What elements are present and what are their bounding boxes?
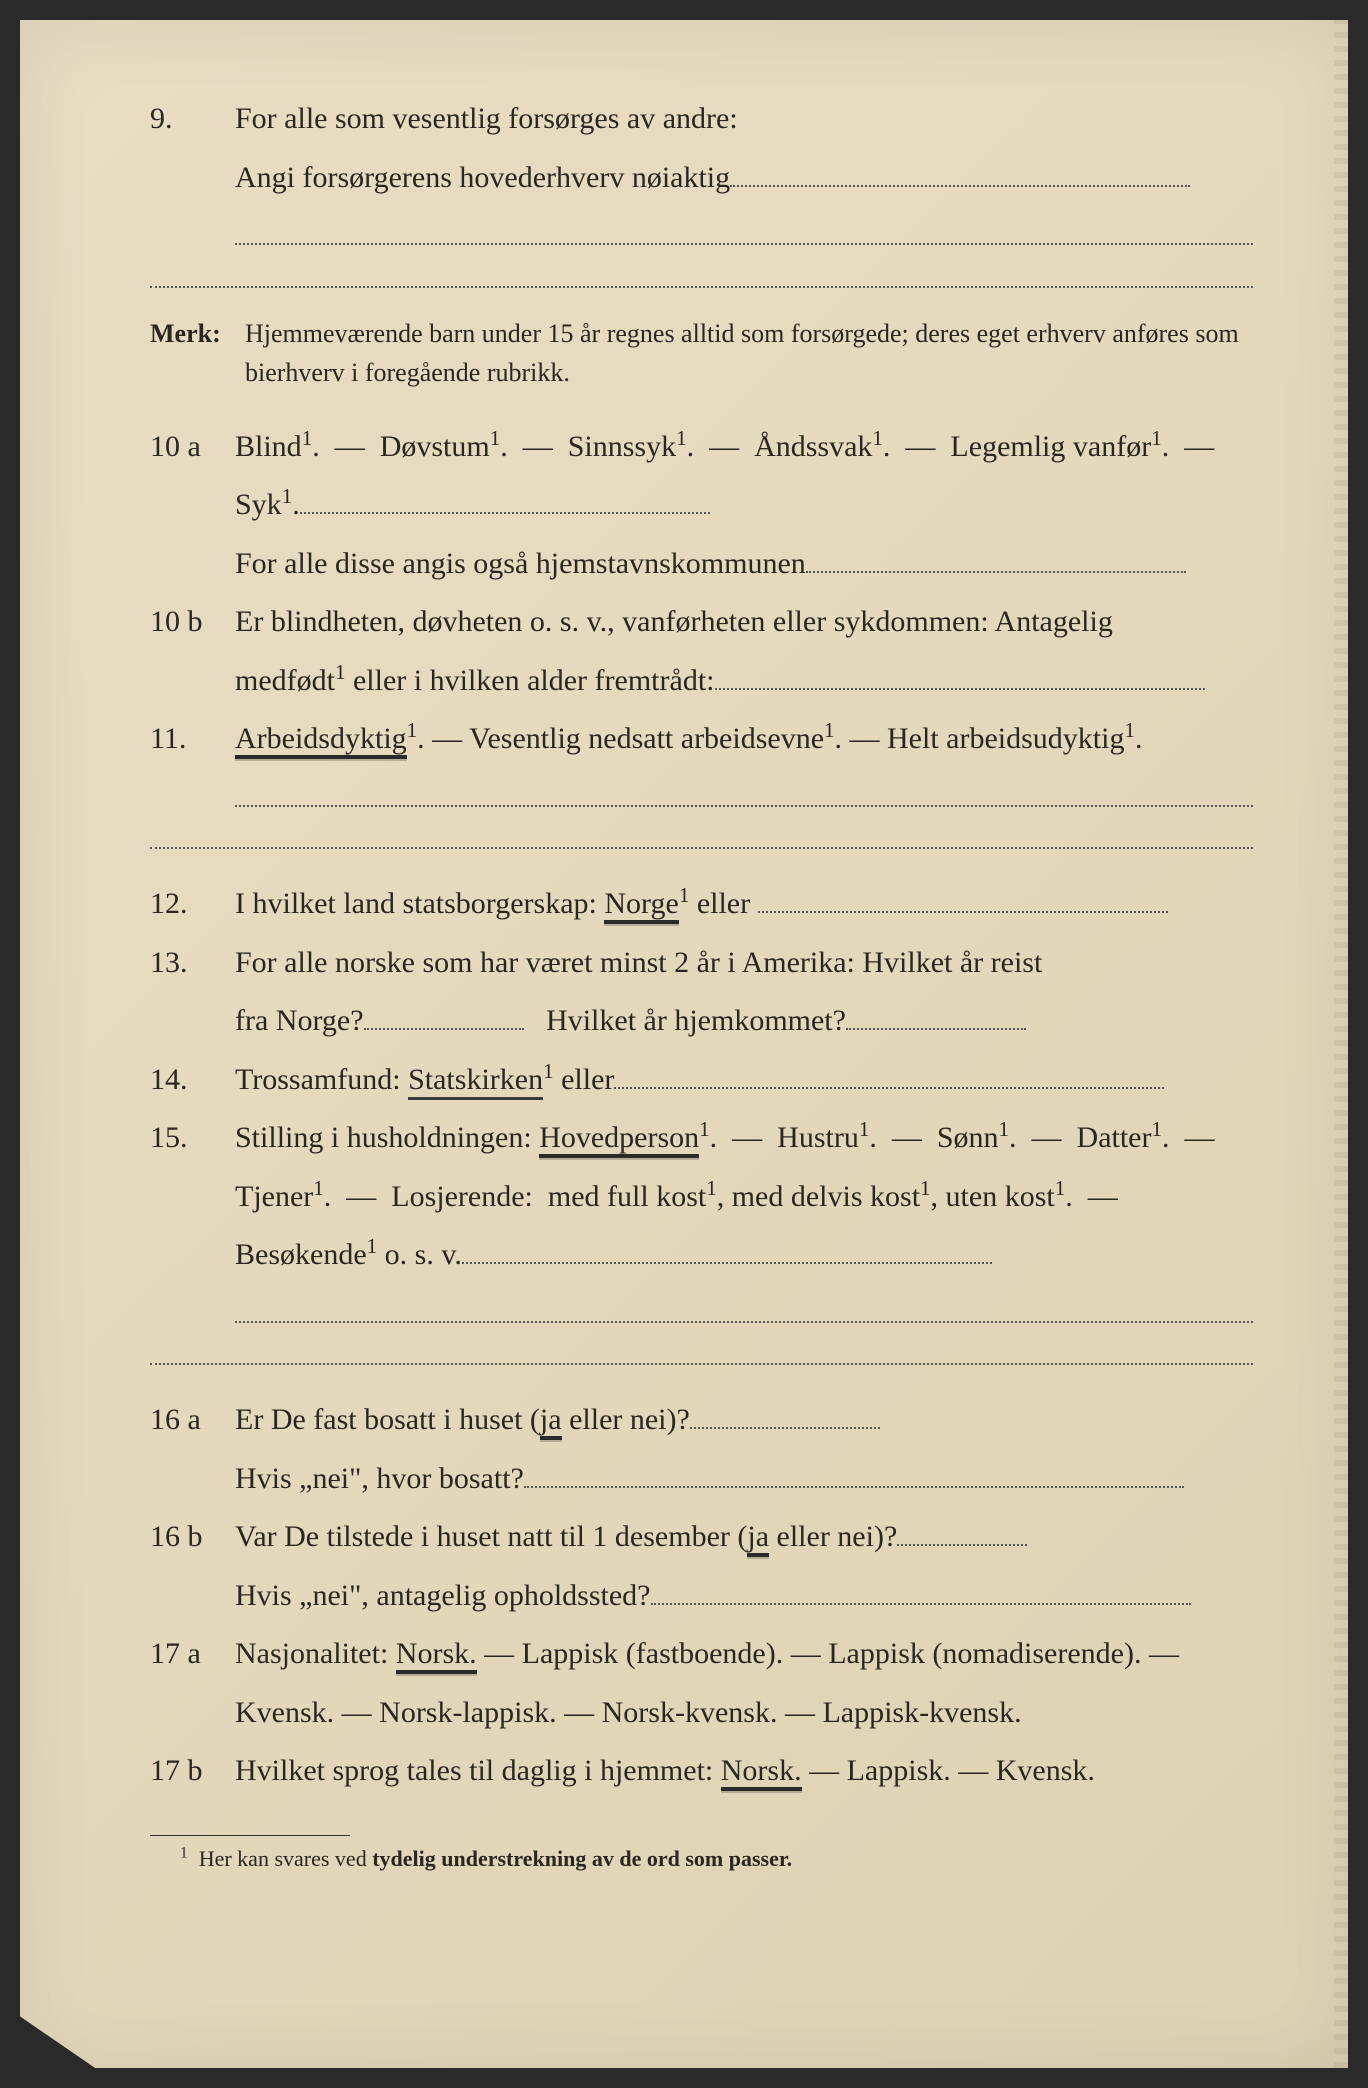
merk-label: Merk: bbox=[150, 314, 245, 392]
q14-prefix: Trossamfund: bbox=[235, 1063, 408, 1096]
question-17b: 17 b Hvilket sprog tales til daglig i hj… bbox=[150, 1742, 1253, 1801]
selected-option: Norge bbox=[604, 887, 678, 924]
item-body: For alle norske som har været minst 2 år… bbox=[235, 934, 1253, 1051]
q16a-pre: Er De fast bosatt i huset ( bbox=[235, 1403, 540, 1436]
q10b-line2b: eller i hvilken alder fremtrådt: bbox=[345, 664, 714, 697]
fill-line bbox=[235, 220, 1253, 246]
fill-line bbox=[846, 1005, 1026, 1031]
footnote-bold: tydelig understrekning av de ord som pas… bbox=[372, 1846, 792, 1871]
fill-line bbox=[651, 1579, 1191, 1605]
item-body: For alle som vesentlig forsørges av andr… bbox=[235, 90, 1253, 266]
q10b-line2a: medfødt bbox=[235, 664, 335, 697]
fill-line bbox=[758, 888, 1168, 914]
item-number: 14. bbox=[150, 1051, 235, 1110]
q16a-line2: Hvis „nei", hvor bosatt? bbox=[235, 1462, 524, 1495]
question-10b: 10 b Er blindheten, døvheten o. s. v., v… bbox=[150, 593, 1253, 710]
fill-line bbox=[462, 1239, 992, 1265]
fill-line bbox=[806, 547, 1186, 573]
q13-line1: For alle norske som har været minst 2 år… bbox=[235, 946, 1042, 979]
item-body: Er blindheten, døvheten o. s. v., vanfør… bbox=[235, 593, 1253, 710]
selected-option: Statskirken bbox=[408, 1063, 543, 1100]
item-number: 9. bbox=[150, 90, 235, 266]
item-body: Var De tilstede i huset natt til 1 desem… bbox=[235, 1508, 1253, 1625]
q13-line2a: fra Norge? bbox=[235, 1004, 364, 1037]
q17a-prefix: Nasjonalitet: bbox=[235, 1637, 396, 1670]
q17b-prefix: Hvilket sprog tales til daglig i hjemmet… bbox=[235, 1754, 721, 1787]
census-form-page: 9. For alle som vesentlig forsørges av a… bbox=[20, 20, 1348, 2068]
question-11: 11. Arbeidsdyktig1. — Vesentlig nedsatt … bbox=[150, 710, 1253, 827]
item-number: 12. bbox=[150, 875, 235, 934]
fill-line bbox=[715, 664, 1205, 690]
question-15: 15. Stilling i husholdningen: Hovedperso… bbox=[150, 1109, 1253, 1343]
fill-line bbox=[235, 781, 1253, 807]
question-16a: 16 a Er De fast bosatt i huset (ja eller… bbox=[150, 1391, 1253, 1508]
fill-line bbox=[730, 161, 1190, 187]
q10a-tail: For alle disse angis også hjemstavnskomm… bbox=[235, 547, 806, 580]
q17b-rest: — Lappisk. — Kvensk. bbox=[802, 1754, 1095, 1787]
item-number: 17 a bbox=[150, 1625, 235, 1742]
item-number: 11. bbox=[150, 710, 235, 827]
question-14: 14. Trossamfund: Statskirken1 eller bbox=[150, 1051, 1253, 1110]
fill-line bbox=[690, 1404, 880, 1430]
item-number: 10 a bbox=[150, 418, 235, 594]
q16b-line2: Hvis „nei", antagelig opholdssted? bbox=[235, 1579, 651, 1612]
fill-line bbox=[300, 489, 710, 515]
item-body: Blind1. — Døvstum1. — Sinnssyk1. — Åndss… bbox=[235, 418, 1253, 594]
question-10a: 10 a Blind1. — Døvstum1. — Sinnssyk1. — … bbox=[150, 418, 1253, 594]
page-corner-cut bbox=[18, 2015, 98, 2070]
fill-line bbox=[614, 1063, 1164, 1089]
question-17a: 17 a Nasjonalitet: Norsk. — Lappisk (fas… bbox=[150, 1625, 1253, 1742]
item-body: Er De fast bosatt i huset (ja eller nei)… bbox=[235, 1391, 1253, 1508]
fill-line bbox=[524, 1462, 1184, 1488]
selected-option: ja bbox=[540, 1403, 562, 1440]
q15-prefix: Stilling i husholdningen: bbox=[235, 1121, 539, 1154]
item-number: 13. bbox=[150, 934, 235, 1051]
footnote-pre: Her kan svares ved bbox=[199, 1846, 373, 1871]
section-separator bbox=[150, 847, 1253, 849]
footnote-marker: 1 bbox=[180, 1844, 188, 1861]
q12-prefix: I hvilket land statsborgerskap: bbox=[235, 887, 604, 920]
selected-option: Arbeidsdyktig bbox=[235, 722, 407, 759]
question-16b: 16 b Var De tilstede i huset natt til 1 … bbox=[150, 1508, 1253, 1625]
selected-option: Norsk. bbox=[396, 1637, 477, 1674]
q9-line1: For alle som vesentlig forsørges av andr… bbox=[235, 102, 738, 135]
q9-line2: Angi forsørgerens hovederhverv nøiaktig bbox=[235, 161, 730, 194]
q16b-pre: Var De tilstede i huset natt til 1 desem… bbox=[235, 1520, 747, 1553]
selected-option: Hovedperson bbox=[539, 1121, 699, 1158]
item-body: Hvilket sprog tales til daglig i hjemmet… bbox=[235, 1742, 1253, 1801]
note-merk: Merk: Hjemmeværende barn under 15 år reg… bbox=[150, 314, 1253, 392]
item-body: Stilling i husholdningen: Hovedperson1. … bbox=[235, 1109, 1253, 1343]
question-9: 9. For alle som vesentlig forsørges av a… bbox=[150, 90, 1253, 266]
q10b-line1: Er blindheten, døvheten o. s. v., vanfør… bbox=[235, 605, 1113, 638]
item-body: Arbeidsdyktig1. — Vesentlig nedsatt arbe… bbox=[235, 710, 1253, 827]
question-13: 13. For alle norske som har været minst … bbox=[150, 934, 1253, 1051]
fill-line bbox=[364, 1005, 524, 1031]
fill-line bbox=[897, 1521, 1027, 1547]
item-number: 16 a bbox=[150, 1391, 235, 1508]
footnote-rule bbox=[150, 1835, 350, 1836]
selected-option: Norsk. bbox=[721, 1754, 802, 1791]
item-number: 10 b bbox=[150, 593, 235, 710]
question-12: 12. I hvilket land statsborgerskap: Norg… bbox=[150, 875, 1253, 934]
item-number: 17 b bbox=[150, 1742, 235, 1801]
item-body: I hvilket land statsborgerskap: Norge1 e… bbox=[235, 875, 1253, 934]
page-right-edge-texture bbox=[1334, 20, 1348, 2068]
item-body: Trossamfund: Statskirken1 eller bbox=[235, 1051, 1253, 1110]
q13-line2b: Hvilket år hjemkommet? bbox=[546, 1004, 846, 1037]
section-separator bbox=[150, 286, 1253, 288]
item-number: 16 b bbox=[150, 1508, 235, 1625]
footnote: 1 Her kan svares ved tydelig understrekn… bbox=[150, 1846, 1253, 1872]
selected-option: ja bbox=[747, 1520, 769, 1557]
item-number: 15. bbox=[150, 1109, 235, 1343]
item-body: Nasjonalitet: Norsk. — Lappisk (fastboen… bbox=[235, 1625, 1253, 1742]
fill-line bbox=[235, 1297, 1253, 1323]
merk-text: Hjemmeværende barn under 15 år regnes al… bbox=[245, 314, 1253, 392]
section-separator bbox=[150, 1363, 1253, 1365]
